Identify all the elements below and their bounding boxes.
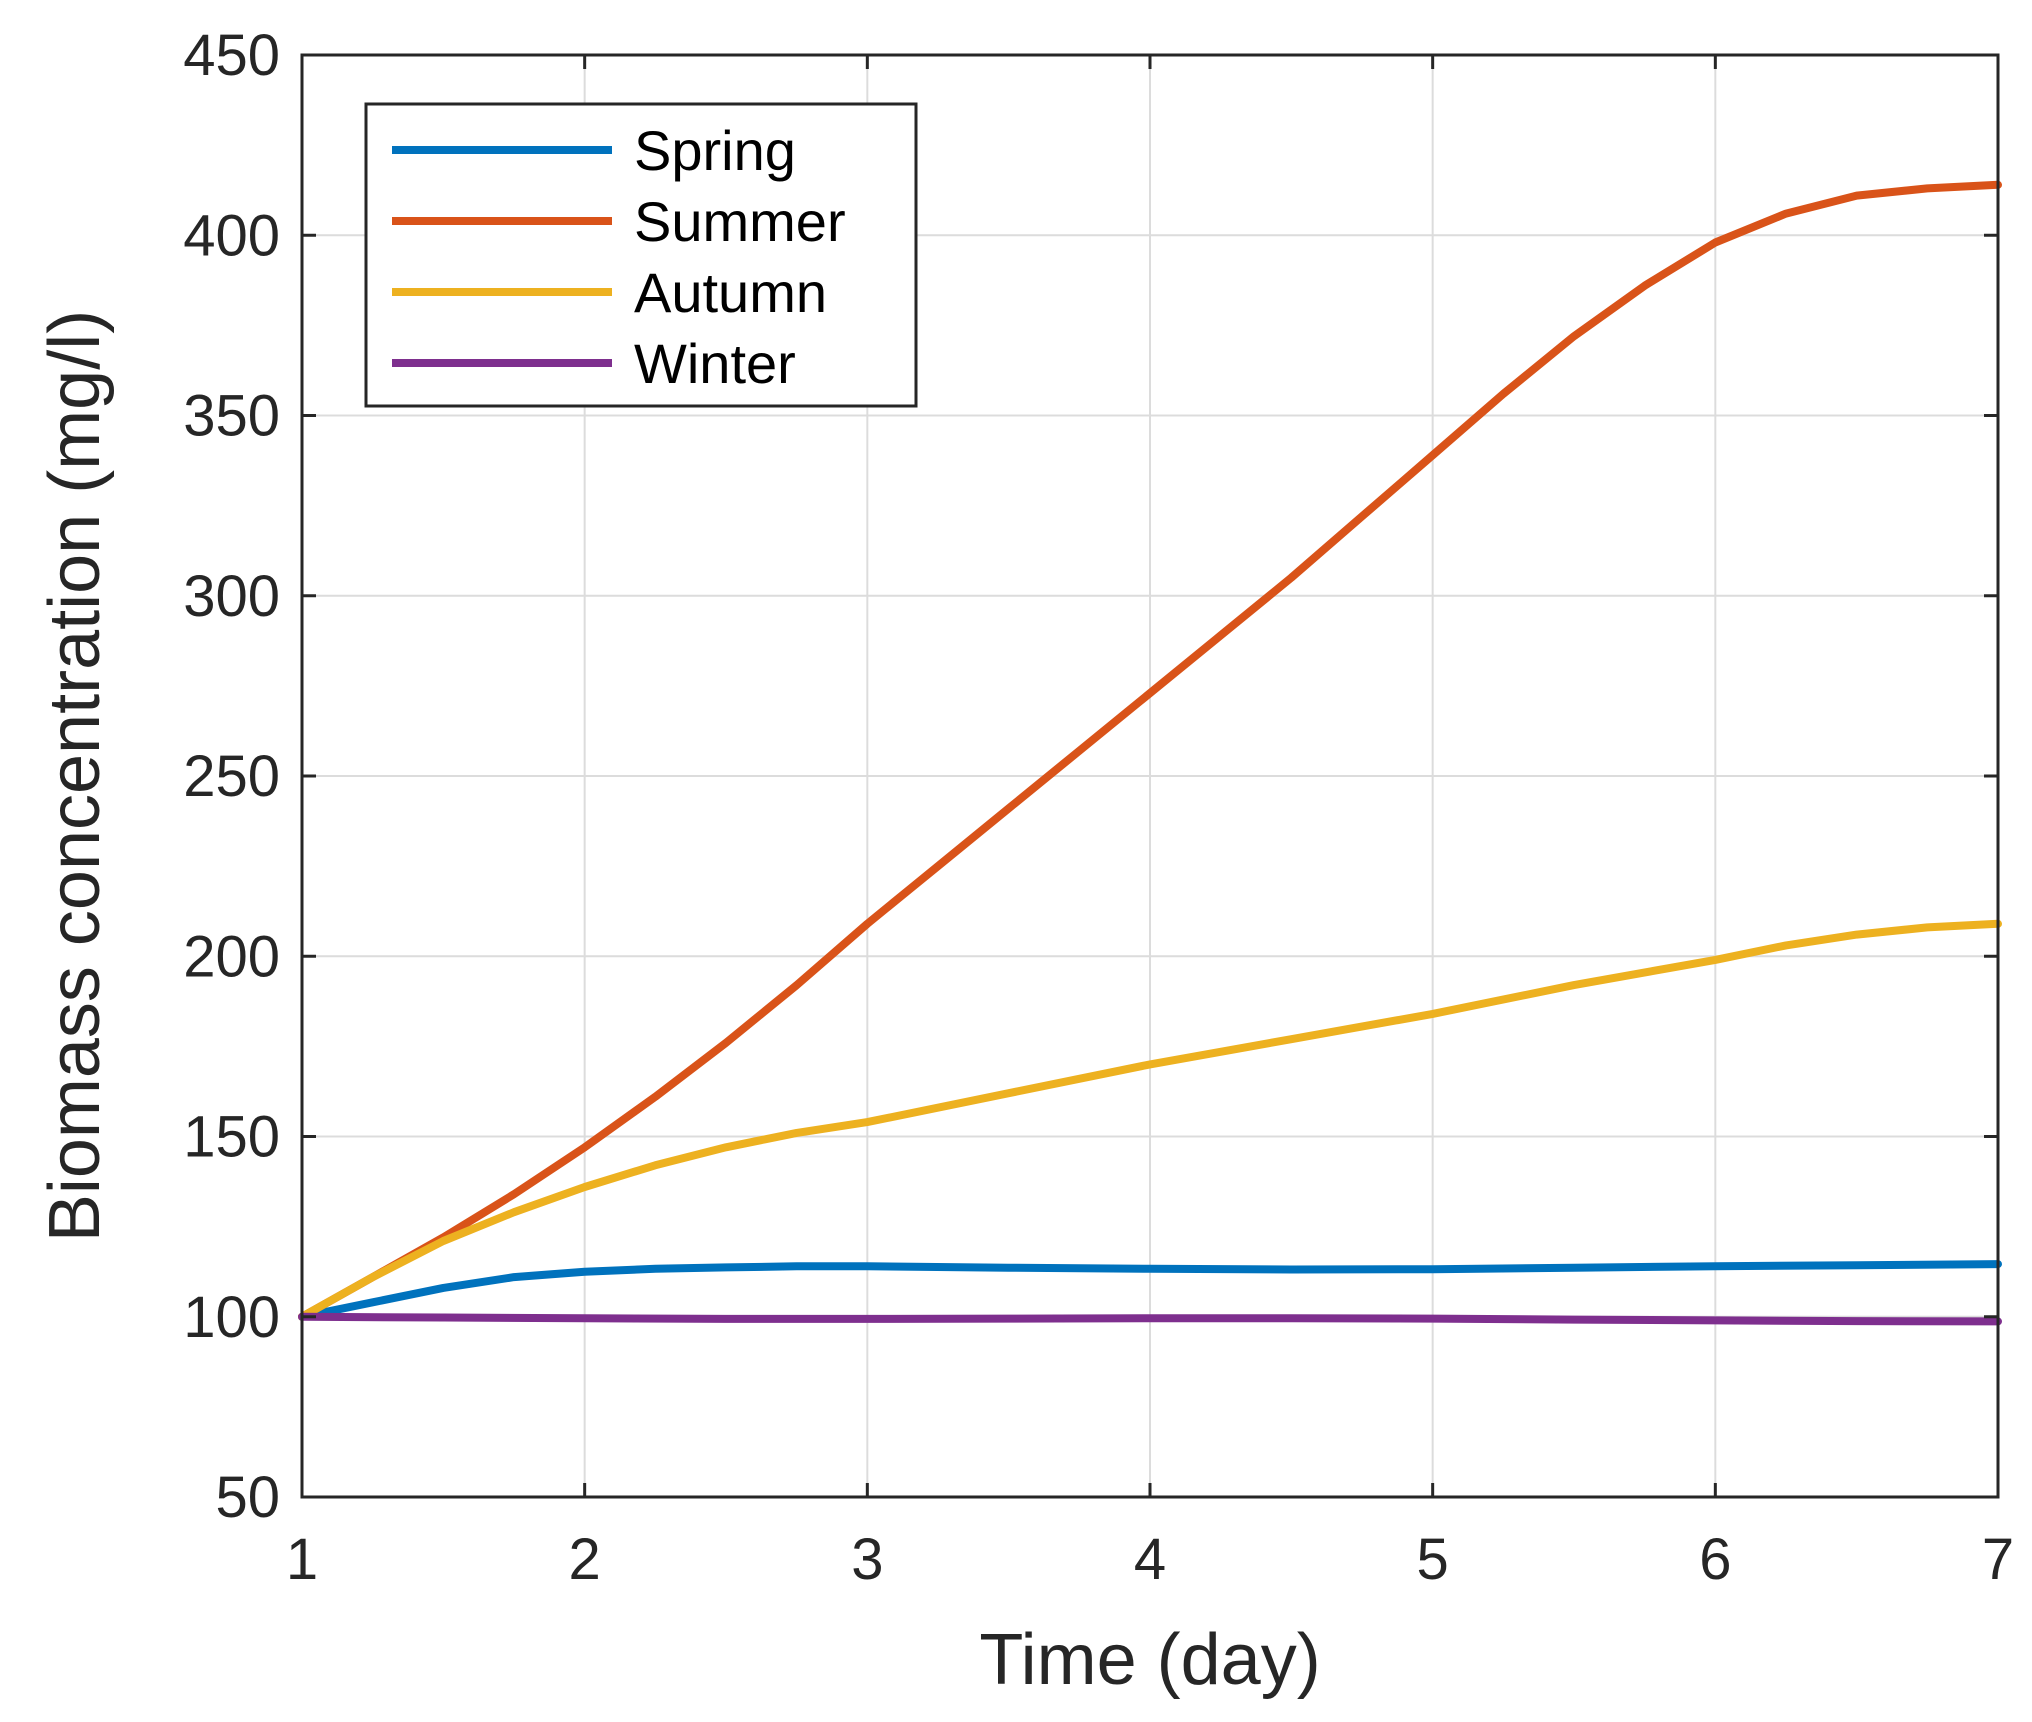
y-tick-label: 150 xyxy=(183,1105,280,1170)
x-tick-label: 3 xyxy=(851,1527,883,1592)
legend: Spring Summer Autumn Winter xyxy=(364,102,918,408)
y-tick-label: 100 xyxy=(183,1285,280,1350)
x-tick-label: 1 xyxy=(286,1527,318,1592)
x-tick-label: 7 xyxy=(1982,1527,2014,1592)
y-tick-label: 200 xyxy=(183,924,280,989)
axis-ticks xyxy=(300,53,2000,1499)
y-tick-label: 300 xyxy=(183,564,280,629)
x-tick-label: 5 xyxy=(1417,1527,1449,1592)
x-tick-label: 2 xyxy=(569,1527,601,1592)
series-lines xyxy=(298,180,2002,1326)
y-tick-label: 350 xyxy=(183,384,280,449)
legend-label-autumn: Autumn xyxy=(634,261,827,324)
x-axis-label: Time (day) xyxy=(979,1620,1320,1700)
series-line-autumn xyxy=(298,919,2002,1321)
tick-labels: 1 2 3 4 5 6 7 50 100 150 200 250 300 350 400 450 xyxy=(183,23,2014,1592)
y-tick-label: 50 xyxy=(215,1465,280,1530)
legend-box xyxy=(364,102,918,408)
series-line-spring xyxy=(298,1260,2002,1321)
series-line-summer xyxy=(298,180,2002,1321)
y-axis-label: Biomass concentration (mg/l) xyxy=(35,310,115,1242)
x-tick-label: 4 xyxy=(1134,1527,1166,1592)
series-line-winter xyxy=(298,1312,2002,1326)
x-tick-label: 6 xyxy=(1699,1527,1731,1592)
y-tick-label: 400 xyxy=(183,203,280,268)
legend-label-spring: Spring xyxy=(634,119,796,182)
y-tick-label: 450 xyxy=(183,23,280,88)
legend-label-summer: Summer xyxy=(634,190,846,253)
legend-label-winter: Winter xyxy=(634,332,796,395)
y-tick-label: 250 xyxy=(183,744,280,809)
